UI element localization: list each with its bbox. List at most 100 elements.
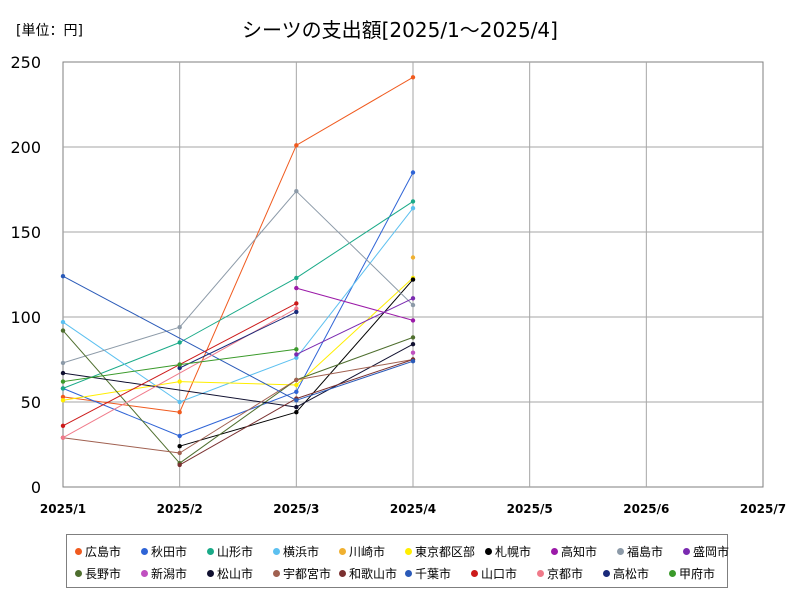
data-point	[294, 301, 299, 306]
data-point	[60, 398, 66, 403]
series-高松市	[177, 309, 299, 371]
data-point	[410, 75, 416, 80]
series-line-segment	[295, 172, 414, 393]
legend-label: 高知市	[561, 544, 598, 559]
data-point	[294, 410, 299, 415]
data-point	[294, 347, 299, 352]
legend-item: 千葉市	[403, 565, 469, 582]
legend-item: 高松市	[601, 565, 667, 582]
series-line-segment	[62, 326, 180, 364]
data-point	[177, 362, 182, 367]
y-tick-label: 50	[21, 393, 41, 412]
data-point	[410, 350, 416, 355]
x-tick-label: 2025/7	[740, 502, 786, 516]
series-甲府市	[60, 347, 299, 384]
data-point	[294, 285, 299, 291]
series-line-segment	[179, 348, 297, 366]
legend-marker-icon	[537, 569, 544, 577]
legend-label: 横浜市	[283, 544, 320, 559]
data-point	[177, 410, 182, 415]
data-point	[294, 389, 299, 394]
data-point	[294, 309, 299, 315]
series-line-segment	[62, 308, 297, 439]
data-point	[410, 318, 416, 323]
data-point	[177, 433, 182, 439]
data-point	[177, 379, 182, 384]
x-tick-label: 2025/4	[390, 502, 436, 516]
legend-item: 横浜市	[271, 543, 337, 560]
data-point	[294, 382, 299, 388]
legend-item: 甲府市	[667, 565, 733, 582]
series-line-segment	[296, 200, 414, 279]
series-line-segment	[179, 145, 297, 413]
data-point	[60, 274, 66, 279]
series-line-segment	[62, 364, 180, 427]
series-横浜市	[60, 206, 416, 405]
data-point	[60, 379, 66, 384]
data-point	[410, 206, 416, 211]
legend-item: 山形市	[205, 543, 271, 560]
legend-label: 広島市	[85, 544, 122, 559]
series-川崎市	[410, 255, 416, 260]
chart-title: シーツの支出額[2025/1～2025/4]	[242, 18, 558, 42]
data-point	[294, 189, 299, 194]
series-line-segment	[295, 277, 414, 386]
data-point	[60, 360, 66, 366]
legend-marker-icon	[405, 547, 412, 555]
legend-item: 和歌山市	[337, 565, 403, 582]
legend-marker-icon	[273, 547, 280, 555]
data-point	[410, 335, 416, 340]
legend-marker-icon	[141, 547, 148, 555]
data-point	[294, 275, 299, 281]
legend-label: 新潟市	[151, 566, 188, 581]
legend-marker-icon	[339, 569, 346, 577]
axes: 0 50 100 150 200 250 2025/1 2025/2 2025/3 2025/4 2…	[10, 53, 786, 516]
series-line-segment	[179, 398, 297, 466]
data-point	[294, 352, 299, 357]
legend-item: 東京都区部	[403, 543, 483, 560]
legend-marker-icon	[273, 569, 280, 577]
legend-label: 山形市	[217, 544, 254, 559]
data-point	[294, 404, 299, 410]
legend-label: 東京都区部	[415, 544, 476, 559]
legend-marker-icon	[471, 569, 478, 577]
y-tick-label: 100	[10, 308, 41, 327]
series-line-segment	[296, 343, 414, 408]
legend-item: 松山市	[205, 565, 271, 582]
data-point	[60, 423, 66, 428]
legend-row: 広島市 秋田市 山形市 横浜市 川崎市 東京都区部 札幌市 高知市 福島市 盛岡市	[73, 541, 747, 561]
legend-label: 秋田市	[151, 544, 188, 559]
legend-marker-icon	[75, 569, 82, 577]
series-山形市	[60, 199, 416, 391]
series-京都市	[60, 306, 299, 440]
legend-label: 京都市	[547, 566, 584, 581]
data-point	[177, 340, 182, 345]
data-point	[410, 359, 416, 364]
series-lines	[60, 75, 416, 468]
data-point	[410, 302, 416, 308]
data-point	[60, 370, 66, 376]
series-line-segment	[295, 279, 414, 413]
series-line-segment	[62, 396, 180, 413]
x-tick-label: 2025/6	[623, 502, 669, 516]
legend-marker-icon	[551, 547, 558, 555]
legend-label: 高松市	[613, 566, 650, 581]
y-tick-label: 150	[10, 223, 41, 242]
legend-marker-icon	[405, 569, 412, 577]
series-line-segment	[179, 190, 297, 328]
series-line-segment	[62, 381, 180, 401]
legend-label: 甲府市	[679, 566, 716, 581]
data-point	[177, 450, 182, 456]
legend-label: 千葉市	[415, 566, 452, 581]
data-point	[177, 444, 182, 449]
series-line-segment	[179, 391, 297, 437]
legend-label: 盛岡市	[693, 544, 730, 559]
series-line-segment	[296, 359, 414, 400]
data-point	[60, 319, 66, 325]
data-point	[410, 277, 416, 282]
legend-marker-icon	[339, 547, 346, 555]
legend-item: 福島市	[615, 543, 681, 560]
x-tick-label: 2025/2	[157, 502, 203, 516]
series-line-segment	[296, 297, 414, 355]
series-千葉市	[60, 274, 416, 403]
